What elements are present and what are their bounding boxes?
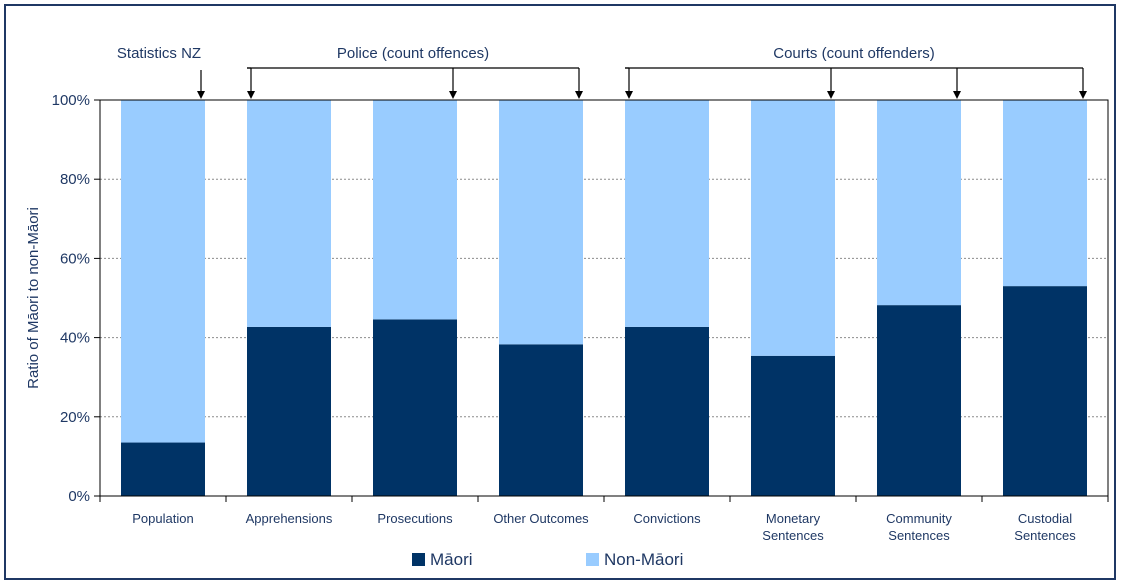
x-category-label: Convictions (633, 511, 701, 526)
bar-maori (877, 305, 961, 496)
y-tick-label: 100% (52, 92, 90, 109)
legend-label-maori: Māori (430, 550, 473, 569)
bar-maori (1003, 286, 1087, 496)
stacked-bar-chart: 0% 20% 40% 60% 80% 100% Population Apprehension… (25, 45, 1109, 569)
bar-non-maori (247, 100, 331, 327)
bar-maori (373, 319, 457, 496)
bar-non-maori (877, 100, 961, 306)
annotation-arrow-head (247, 91, 255, 99)
legend-swatch-non-maori (586, 553, 599, 566)
chart-frame: 0% 20% 40% 60% 80% 100% Population Apprehension… (4, 4, 1116, 580)
bars (121, 100, 1087, 496)
annotation-arrow-head (1079, 91, 1087, 99)
x-category-label: Other Outcomes (493, 511, 589, 526)
annotation-arrow-head (197, 91, 205, 99)
bar-non-maori (751, 100, 835, 356)
annotation-label: Statistics NZ (117, 45, 201, 62)
bar-non-maori (499, 100, 583, 345)
group-annotations: Statistics NZ Police (count offences) Cour… (117, 45, 1087, 99)
y-tick-label: 0% (68, 488, 90, 505)
bar-maori (625, 326, 709, 496)
y-tick-label: 80% (60, 171, 90, 188)
annotation-arrow-head (953, 91, 961, 99)
x-category-label: Prosecutions (377, 511, 453, 526)
bar-non-maori (625, 100, 709, 327)
bar-maori (751, 355, 835, 496)
x-category-label: Community Sentences (886, 511, 952, 543)
x-category-label: Population (132, 511, 193, 526)
bar-maori (499, 344, 583, 496)
x-category-label: Monetary Sentences (762, 511, 824, 543)
bar-non-maori (373, 100, 457, 320)
annotation-arrow-head (827, 91, 835, 99)
bar-non-maori (121, 100, 205, 443)
annotation-label: Courts (count offenders) (773, 45, 934, 62)
bar-non-maori (1003, 100, 1087, 287)
x-category-label: Apprehensions (246, 511, 333, 526)
y-axis-title: Ratio of Māori to non-Māori (25, 207, 42, 389)
bar-maori (247, 326, 331, 496)
bar-maori (121, 442, 205, 496)
y-tick-label: 40% (60, 330, 90, 347)
annotation-arrow-head (625, 91, 633, 99)
axes: 0% 20% 40% 60% 80% 100% Population Apprehension… (25, 92, 1109, 543)
y-tick-label: 20% (60, 409, 90, 426)
legend: Māori Non-Māori (412, 550, 683, 569)
annotation-arrow-head (575, 91, 583, 99)
legend-swatch-maori (412, 553, 425, 566)
x-category-label: Custodial Sentences (1014, 511, 1076, 543)
legend-label-non-maori: Non-Māori (604, 550, 683, 569)
annotation-arrow-head (449, 91, 457, 99)
y-tick-label: 60% (60, 250, 90, 267)
annotation-label: Police (count offences) (337, 45, 489, 62)
